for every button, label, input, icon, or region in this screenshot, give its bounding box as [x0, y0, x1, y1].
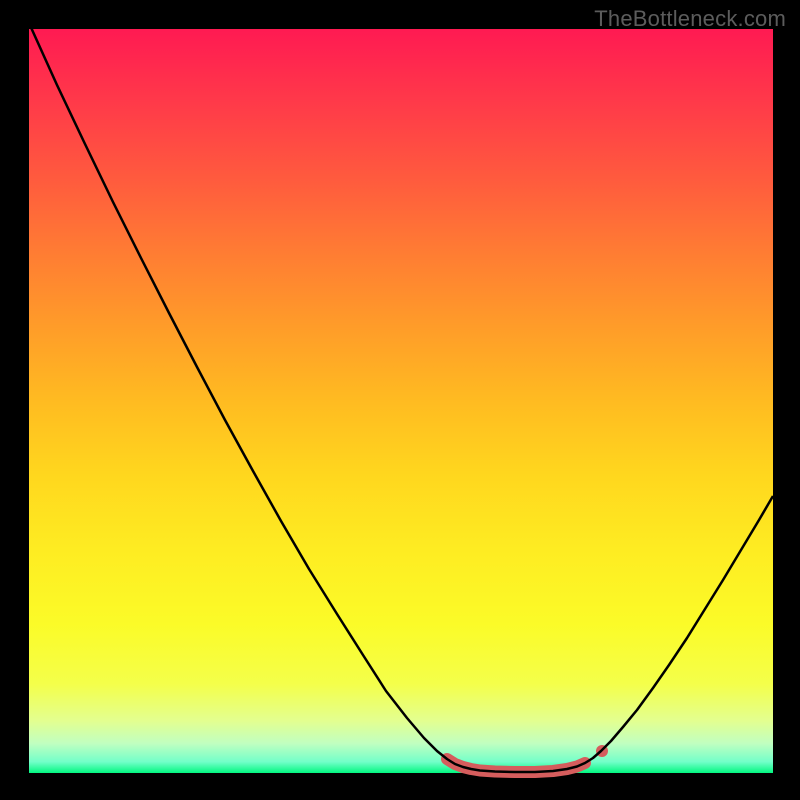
- bottleneck-curve: [29, 23, 773, 772]
- bottleneck-curve-chart: [29, 29, 773, 773]
- chart-plot-area: [29, 29, 773, 773]
- watermark-text: TheBottleneck.com: [594, 6, 786, 32]
